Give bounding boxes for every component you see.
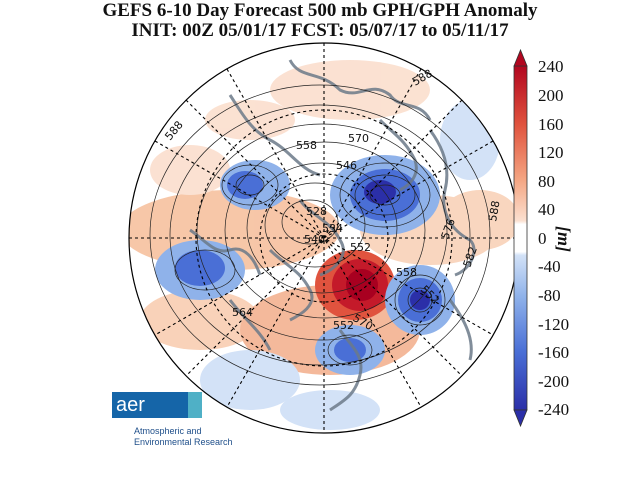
contour-label: 552 [333, 319, 354, 332]
contour-label: 570 [348, 132, 369, 145]
colorbar-tick: -80 [538, 286, 561, 305]
logo-mark: aer [112, 392, 202, 418]
colorbar-gradient [513, 65, 528, 411]
colorbar-tick: 80 [538, 172, 555, 191]
logo-text-line1: Atmospheric and [134, 426, 202, 436]
contour-label: 534 [322, 222, 343, 235]
contour-label: 546 [336, 159, 357, 172]
colorbar-tick: 240 [538, 57, 564, 76]
lat-lon-grid [129, 43, 519, 433]
colorbar-bottom-arrow [513, 409, 528, 428]
colorbar-unit-label: [m] [554, 226, 574, 252]
contour-label: 552 [350, 241, 371, 254]
colorbar-tick: -200 [538, 372, 570, 391]
colorbar-tick: 160 [538, 115, 564, 134]
colorbar-tick: -120 [538, 315, 570, 334]
colorbar-tick: -40 [538, 257, 561, 276]
map-subtitle: INIT: 00Z 05/01/17 FCST: 05/07/17 to 05/… [131, 20, 509, 41]
colorbar-tick: 40 [538, 200, 555, 219]
contour-label: 528 [306, 205, 327, 218]
colorbar-tick: -240 [538, 400, 570, 419]
colorbar-tick: 120 [538, 143, 564, 162]
colorbar [513, 48, 528, 428]
colorbar-tick: 200 [538, 86, 564, 105]
height-contours [149, 84, 491, 386]
contour-label: 588 [486, 200, 502, 223]
aer-logo: aer Atmospheric and Environmental Resear… [112, 392, 233, 447]
map-disk [129, 43, 519, 433]
contour-label: 558 [296, 139, 317, 152]
strong-positive-anomaly [315, 250, 395, 320]
colorbar-tick: 0 [538, 229, 547, 248]
contour-label: 540 [304, 233, 325, 246]
contour-label: 564 [232, 306, 253, 319]
logo-text-line2: Environmental Research [134, 437, 233, 447]
colorbar-top-arrow [513, 48, 528, 67]
colorbar-tick: -160 [538, 343, 570, 362]
contour-label: 558 [396, 266, 417, 279]
map-title: GEFS 6-10 Day Forecast 500 mb GPH/GPH An… [102, 0, 538, 21]
